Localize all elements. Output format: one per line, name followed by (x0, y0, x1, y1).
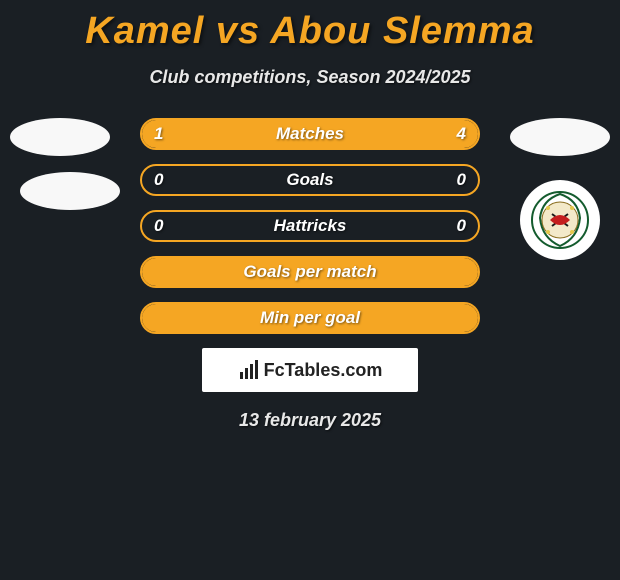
subtitle: Club competitions, Season 2024/2025 (0, 67, 620, 88)
bars-icon (238, 359, 260, 381)
stat-label: Goals (142, 170, 478, 190)
stat-right-value: 0 (457, 170, 466, 190)
stat-label: Min per goal (142, 308, 478, 328)
stat-row-hattricks: 0 Hattricks 0 (140, 210, 480, 242)
date-label: 13 february 2025 (0, 410, 620, 431)
player1-badge-2 (20, 172, 120, 210)
stat-label: Hattricks (142, 216, 478, 236)
player1-badge-1 (10, 118, 110, 156)
player2-badge-2 (520, 180, 600, 260)
stat-right-value: 0 (457, 216, 466, 236)
logo-text: FcTables.com (238, 359, 383, 381)
branding-logo[interactable]: FcTables.com (202, 348, 418, 392)
stat-label: Matches (142, 124, 478, 144)
stats-container: 1 Matches 4 0 Goals 0 0 Hattricks 0 Goal… (140, 118, 480, 334)
logo-label: FcTables.com (264, 360, 383, 381)
stat-row-goals-per-match: Goals per match (140, 256, 480, 288)
stat-right-value: 4 (457, 124, 466, 144)
stat-row-goals: 0 Goals 0 (140, 164, 480, 196)
stat-row-matches: 1 Matches 4 (140, 118, 480, 150)
player2-badge-1 (510, 118, 610, 156)
stat-row-min-per-goal: Min per goal (140, 302, 480, 334)
page-title: Kamel vs Abou Slemma (0, 0, 620, 53)
club-emblem-icon (530, 190, 590, 250)
stat-label: Goals per match (142, 262, 478, 282)
